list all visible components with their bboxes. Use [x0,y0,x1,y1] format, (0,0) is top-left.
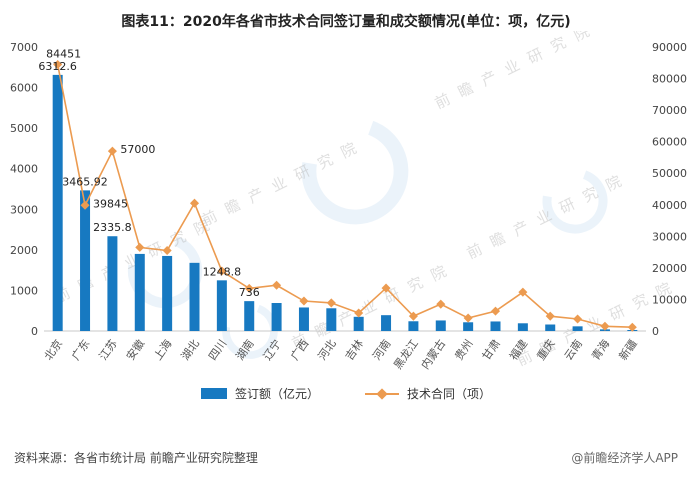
bar [298,307,309,331]
line-marker-icon [53,59,63,70]
category-label: 湖北 [179,337,202,362]
bar [353,316,364,331]
source-note: 资料来源：各省市统计局 前瞻产业研究院整理 [14,451,258,465]
bar-swatch-icon [200,388,227,399]
category-label: 贵州 [452,337,475,362]
bar [52,74,63,332]
right-axis-tick-label: 10000 [652,293,687,306]
left-axis-tick-label: 2000 [10,244,38,257]
brand-credit: @前瞻经济学人APP [571,451,678,465]
bar [572,326,583,331]
line-marker-icon [189,198,200,208]
bar [162,255,173,331]
chart-canvas: 前 瞻 产 业 研 究 院前 瞻 产 业 研 究 院前 瞻 产 业 研 究 院前… [10,31,687,372]
category-label: 黑龙江 [391,337,421,371]
right-axis-tick-label: 90000 [652,41,687,54]
left-axis-tick-label: 6000 [10,82,38,95]
right-axis-tick-label: 80000 [652,73,687,86]
bar [134,253,145,331]
bar-data-label: 2335.8 [93,221,132,234]
line-marker-icon [162,246,172,256]
bar [107,236,118,331]
bar [381,315,392,331]
category-label: 甘肃 [480,337,503,362]
line-marker-icon [436,299,446,309]
legend-label-bar: 签订额（亿元） [234,387,319,401]
bar [80,190,91,331]
line-marker-icon [217,266,227,276]
chart-title: 图表11：2020年各省市技术合同签订量和成交额情况(单位：项，亿元) [121,14,571,30]
category-label: 青海 [588,337,612,363]
line-data-label: 84451 [46,48,81,61]
bar [271,303,282,331]
legend-label-line: 技术合同（项） [407,387,492,401]
right-axis-tick-label: 50000 [652,167,687,180]
legend-item-bar-series: 签订额（亿元） [200,385,319,402]
line-marker-icon [80,200,90,210]
category-label: 吉林 [342,337,366,363]
bar [545,324,556,331]
line-marker-icon [490,306,501,316]
left-axis-tick-label: 1000 [10,284,38,297]
right-axis-tick-label: 70000 [652,104,687,117]
line-marker-icon [299,296,309,306]
bar [408,321,419,331]
bar [463,322,474,331]
line-data-label: 57000 [120,143,155,156]
bar [189,262,200,331]
category-label: 辽宁 [260,337,284,363]
right-axis-tick-label: 60000 [652,136,687,149]
bar [216,280,227,331]
bar-data-label: 3465.92 [62,175,108,188]
line-marker-icon [272,280,282,290]
bar [326,308,337,331]
right-axis-tick-label: 30000 [652,230,687,243]
left-axis-tick-label: 7000 [10,41,38,54]
logo-watermark-icon [301,117,409,225]
right-axis-tick-label: 20000 [652,262,687,275]
line-marker-icon [135,242,145,252]
bar [244,301,255,331]
line-marker-icon [463,313,473,323]
left-axis-tick-label: 4000 [10,163,38,176]
category-label: 北京 [41,337,65,363]
chart-legend: 签订额（亿元） 技术合同（项） [0,385,692,402]
bar-data-label: 6312.6 [38,60,77,73]
category-label: 新疆 [616,337,640,363]
watermark-text: 前 瞻 产 业 研 究 院 [289,261,452,353]
right-axis-tick-label: 40000 [652,199,687,212]
logo-watermark-icon [222,303,278,359]
line-marker-icon [326,298,336,308]
category-label: 江苏 [97,337,120,362]
left-axis-tick-label: 5000 [10,122,38,135]
category-label: 湖南 [233,337,256,362]
line-marker-icon [107,146,117,156]
line-data-label: 39845 [93,197,128,210]
category-label: 上海 [151,337,175,363]
bar-data-label: 1248.8 [203,265,242,278]
left-axis-tick-label: 0 [31,325,38,338]
line-series [56,64,633,329]
diamond-marker-icon [376,387,388,400]
bar [435,320,446,331]
category-label: 内蒙古 [418,337,448,372]
right-axis-tick-label: 0 [652,325,659,338]
left-axis-tick-label: 3000 [10,203,38,216]
bar [517,323,528,331]
bar-data-label: 736 [239,286,260,299]
category-label: 河南 [370,337,393,362]
bar [490,321,501,331]
line-swatch-icon [365,387,399,400]
watermark-text: 前 瞻 产 业 研 究 院 [432,31,595,113]
category-label: 安徽 [123,337,147,363]
category-label: 广东 [69,337,92,362]
chart-footer: 资料来源：各省市统计局 前瞻产业研究院整理 @前瞻经济学人APP [0,449,692,466]
legend-item-line-series: 技术合同（项） [365,385,491,402]
